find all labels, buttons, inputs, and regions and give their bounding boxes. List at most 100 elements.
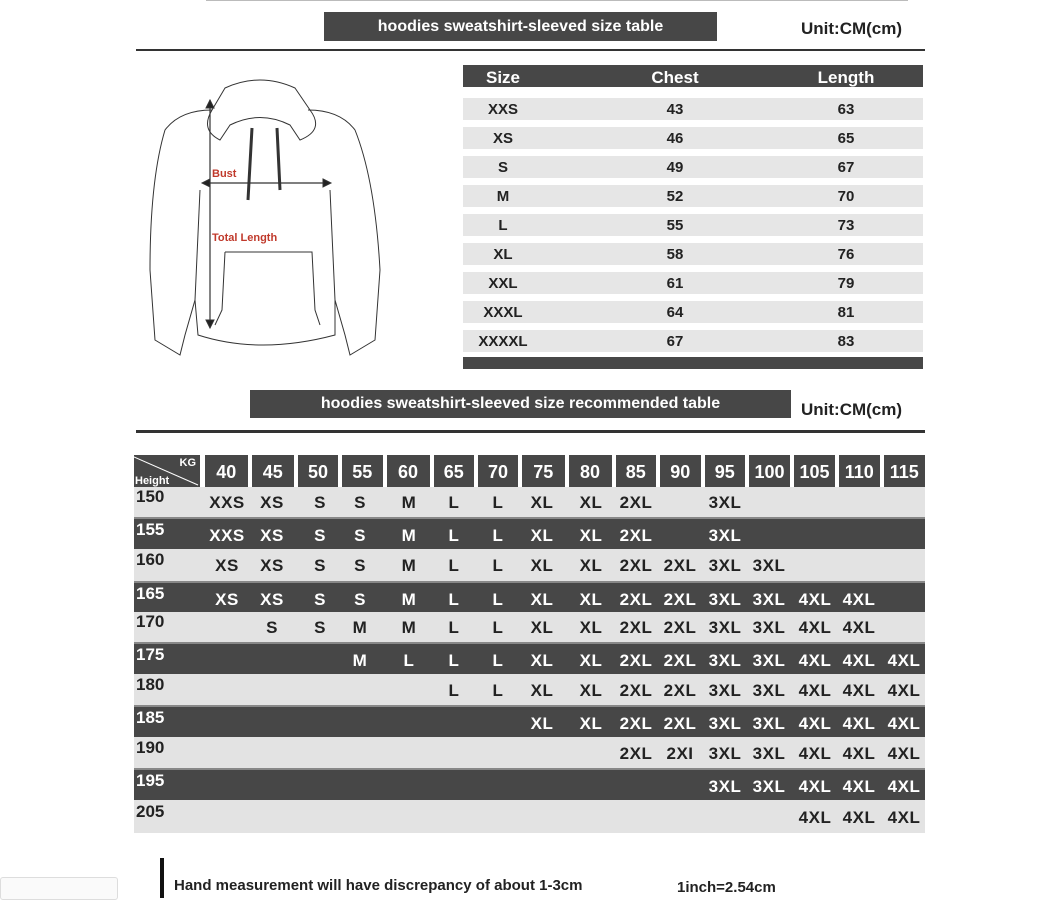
size-recommendation: 2XL	[619, 589, 653, 609]
size-row: M 52 70	[463, 185, 923, 207]
size-recommendation: L	[448, 556, 460, 575]
length-cell: 83	[837, 333, 855, 350]
size-recommendation: XL	[530, 589, 554, 609]
size-recommendation: 3XL	[752, 556, 786, 575]
size-recommendation: XL	[530, 651, 554, 670]
size-recommendation: 3XL	[708, 589, 742, 609]
chest-cell: 46	[666, 130, 684, 147]
size-recommendation: XS	[215, 556, 239, 575]
size-recommendation: L	[492, 651, 504, 670]
size-recommendation: L	[492, 493, 504, 512]
size-recommendation: 2XL	[619, 493, 653, 512]
size-recommendation: 2XL	[663, 556, 697, 575]
size-recommendation: L	[492, 589, 504, 609]
size-recommendation: 3XL	[752, 589, 786, 609]
chest-cell: 67	[666, 333, 684, 350]
weight-header: 90	[660, 455, 701, 487]
weight-header: 40	[205, 455, 248, 487]
size-recommendation: XL	[530, 493, 554, 512]
height-row: 160 XS XS S S M L L XL XL 2XL 2XL 3XL 3XL	[134, 549, 925, 581]
size-recommendation: 2XL	[619, 526, 653, 545]
size-recommendation: 3XL	[708, 556, 742, 575]
height-cell: 160	[136, 550, 165, 569]
size-recommendation: S	[354, 526, 366, 545]
height-cell: 180	[136, 674, 165, 694]
size-recommendation: 4XL	[798, 777, 832, 796]
size-recommendation: 4XL	[842, 743, 876, 763]
height-row: 165 XS XS S S M L L XL XL 2XL 2XL 3XL 3XL 4XL 4XL	[134, 581, 925, 612]
header-size: Size	[485, 68, 521, 87]
size-recommendation: 2XL	[619, 618, 653, 637]
chest-cell: 58	[666, 246, 684, 263]
chest-cell: 64	[666, 304, 684, 321]
header-length: Length	[817, 68, 875, 87]
size-recommendation: 2XL	[663, 651, 697, 670]
size-recommendation: 2XL	[619, 651, 653, 670]
hood-icon	[207, 79, 317, 141]
size-recommendation: S	[354, 493, 366, 512]
size-table-header: Size Chest Length	[463, 65, 923, 87]
size-recommendation: 4XL	[887, 777, 921, 796]
size-recommendation: 3XL	[752, 680, 786, 700]
size-recommendation: S	[314, 556, 326, 575]
size-recommendation: L	[403, 651, 415, 670]
chest-cell: 55	[666, 217, 684, 234]
weight-header: 105	[794, 455, 835, 487]
size-recommendation: S	[266, 618, 278, 637]
chest-cell: 43	[666, 101, 684, 118]
size-recommendation: XS	[260, 589, 284, 609]
size-recommendation: 3XL	[708, 680, 742, 700]
total-length-label: Total Length	[212, 232, 278, 244]
chest-cell: 61	[666, 275, 684, 292]
size-recommendation: XL	[530, 556, 554, 575]
size-recommendation: 2XL	[663, 618, 697, 637]
size-recommendation: 2XL	[619, 714, 653, 733]
size-recommendation: 4XL	[842, 714, 876, 733]
size-row: L 55 73	[463, 214, 923, 236]
weight-header: 110	[839, 455, 880, 487]
size-recommendation: 4XL	[798, 589, 832, 609]
height-row: 180 L L XL XL 2XL 2XL 3XL 3XL 4XL 4XL 4XL	[134, 674, 925, 705]
corner-height: Height	[135, 475, 170, 487]
size-recommendation: 2XL	[619, 743, 653, 763]
height-cell: 195	[136, 771, 165, 790]
size-recommendation: 3XL	[752, 714, 786, 733]
weight-header: 75	[522, 455, 565, 487]
size-recommendation: XL	[579, 680, 603, 700]
length-cell: 70	[837, 188, 855, 205]
size-recommendation: 4XL	[798, 651, 832, 670]
weight-header: 65	[433, 455, 474, 487]
size-recommendation: XS	[215, 589, 239, 609]
size-recommendation: 2XL	[663, 714, 697, 733]
size-recommendation: 4XL	[842, 807, 876, 827]
size-recommendation: M	[401, 556, 417, 575]
size-recommendation: XS	[260, 493, 284, 512]
length-cell: 79	[837, 275, 855, 292]
weight-header: 55	[342, 455, 383, 487]
size-cell: XXS	[487, 101, 518, 118]
size-recommendation: 3XL	[752, 777, 786, 796]
size-recommendation: L	[448, 680, 460, 700]
size-recommendation: S	[354, 589, 366, 609]
size-recommendation: 4XL	[887, 714, 921, 733]
weight-header: 100	[749, 455, 790, 487]
size-recommendation: 3XL	[708, 777, 742, 796]
size-recommendation: M	[352, 618, 368, 637]
weight-header: 95	[704, 455, 745, 487]
size-recommendation: S	[314, 493, 326, 512]
chest-cell: 52	[666, 188, 684, 205]
height-row: 185 XL XL 2XL 2XL 3XL 3XL 4XL 4XL 4XL	[134, 705, 925, 737]
size-cell: M	[496, 188, 510, 205]
corner-cell: KG Height	[134, 455, 200, 487]
size-recommendation: XL	[530, 680, 554, 700]
height-cell: 205	[136, 801, 165, 821]
size-recommendation: 4XL	[798, 807, 832, 827]
size-recommendation: L	[492, 526, 504, 545]
size-cell: L	[498, 217, 508, 234]
height-row: 170 S S M M L L XL XL 2XL 2XL 3XL 3XL 4XL 4XL	[134, 612, 925, 642]
size-recommendation: M	[352, 651, 368, 670]
footer-conversion: 1inch=2.54cm	[677, 879, 776, 896]
size-recommendation: S	[314, 618, 326, 637]
size-cell: XS	[492, 130, 513, 147]
size-recommendation: 4XL	[842, 618, 876, 637]
